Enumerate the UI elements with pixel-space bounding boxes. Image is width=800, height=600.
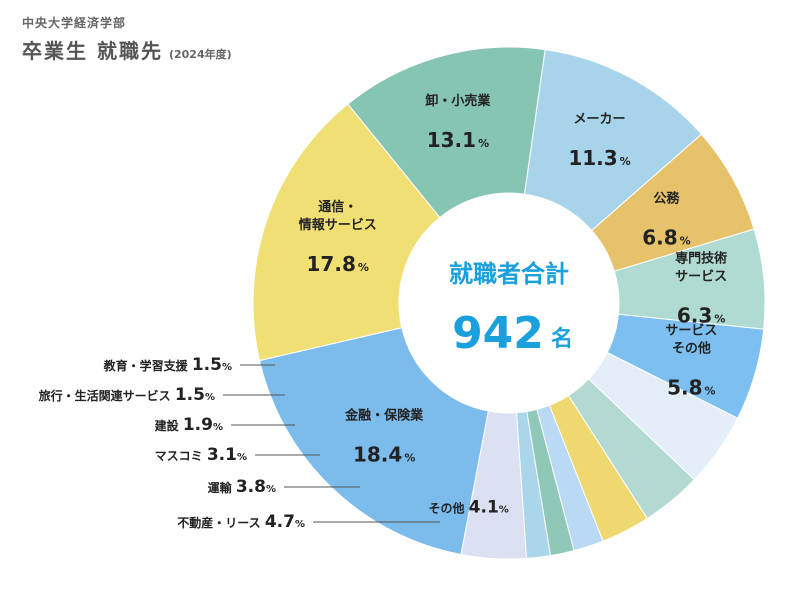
slice-label: 運輸 3.8% xyxy=(208,477,276,497)
chart-header: 中央大学経済学部 卒業生 就職先 (2024年度) xyxy=(22,14,232,64)
slice-label: 旅行・生活関連サービス 1.5% xyxy=(39,385,215,405)
department-label: 中央大学経済学部 xyxy=(22,16,127,30)
leader-line-group xyxy=(223,364,440,523)
slice-label: 卸・小売業 xyxy=(425,93,491,109)
slice-value: 6.8% xyxy=(642,226,690,250)
chart-title: 卒業生 就職先 xyxy=(22,39,163,63)
slice-label: 教育・学習支援 1.5% xyxy=(103,355,232,375)
slice-label: サービス xyxy=(675,269,727,285)
slice-value: 13.1% xyxy=(427,128,489,152)
slice-label: 専門技術 xyxy=(675,251,727,267)
slice-label: 不動産・リース 4.7% xyxy=(177,512,305,532)
slice-value: 6.3% xyxy=(677,304,725,328)
slice-value: 5.8% xyxy=(667,375,715,399)
slice-label: 金融・保険業 xyxy=(344,408,424,424)
slice-value: 17.8% xyxy=(307,252,369,276)
center-total-label: 就職者合計 xyxy=(449,260,569,288)
slice-label: メーカー xyxy=(574,112,626,127)
slice-label: その他 xyxy=(672,340,711,356)
slice-label: マスコミ 3.1% xyxy=(155,445,247,465)
donut-hole xyxy=(399,193,619,413)
slice-label-group: 通信・情報サービス 17.8 % 卸・小売業 13.1 % メーカー 11.3 % 公務 6.8 %専… xyxy=(39,93,727,532)
center-total-unit: 名 xyxy=(551,326,573,352)
slice-value: 18.4% xyxy=(353,443,415,467)
year-label: (2024年度) xyxy=(168,48,232,61)
slice-label: 公務 xyxy=(653,191,680,207)
center-total-number: 942 xyxy=(452,308,544,359)
slice-label: 情報サービス xyxy=(299,217,377,233)
slice-label: 建設 1.9% xyxy=(154,415,223,435)
slice-label: サービス xyxy=(665,322,717,338)
slice-label: その他 4.1% xyxy=(428,498,508,518)
title-row: 卒業生 就職先 (2024年度) xyxy=(22,35,232,64)
slice-group xyxy=(252,46,766,560)
slice-label: 通信・ xyxy=(318,199,357,215)
slice-value: 11.3% xyxy=(568,146,630,170)
